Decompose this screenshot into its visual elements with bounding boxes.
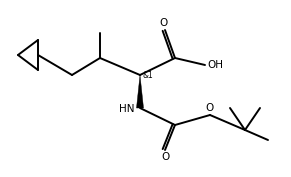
Polygon shape [136, 75, 143, 108]
Text: O: O [162, 152, 170, 162]
Text: HN: HN [120, 104, 135, 114]
Text: OH: OH [207, 60, 223, 70]
Text: O: O [160, 18, 168, 28]
Text: O: O [206, 103, 214, 113]
Text: &1: &1 [143, 72, 154, 81]
